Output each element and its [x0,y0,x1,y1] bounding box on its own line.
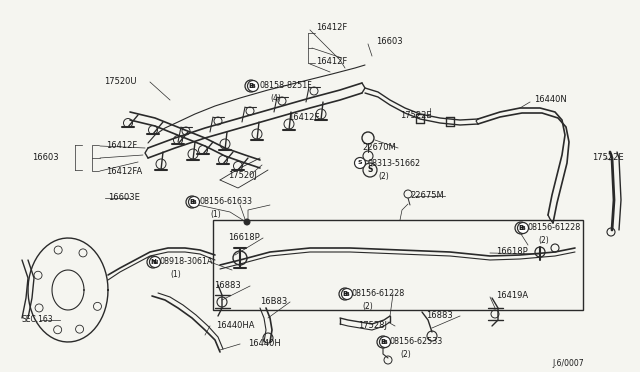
Text: 16412F: 16412F [106,141,137,150]
Text: (4): (4) [270,94,281,103]
Text: 08156-61228: 08156-61228 [352,289,405,298]
Text: 16412F: 16412F [316,23,348,32]
Text: B: B [248,83,253,89]
Text: 17528J: 17528J [358,321,387,330]
Text: (2): (2) [378,171,388,180]
Text: 16603E: 16603E [108,193,140,202]
Text: N: N [150,259,156,265]
Text: 16618P: 16618P [228,234,260,243]
Circle shape [244,219,250,225]
Text: 16440H: 16440H [248,340,281,349]
Text: 16603: 16603 [32,154,59,163]
Text: 22675M: 22675M [410,192,444,201]
Bar [213,220,583,310]
Text: B: B [518,225,524,231]
Text: B: B [344,292,349,296]
Text: B: B [383,340,387,344]
Text: S: S [358,160,362,166]
Text: B: B [189,199,195,205]
Text: 17522E: 17522E [592,154,623,163]
Text: 16883: 16883 [214,282,241,291]
Text: 16603: 16603 [376,38,403,46]
Circle shape [150,257,161,267]
Text: 16412F: 16412F [316,58,348,67]
Text: 08158-8251F: 08158-8251F [260,81,313,90]
Text: 16440HA: 16440HA [216,321,255,330]
Text: B: B [342,291,348,297]
Text: B: B [380,339,386,345]
Circle shape [189,196,200,208]
Text: 17520U: 17520U [104,77,136,87]
Text: (2): (2) [400,350,411,359]
Text: 08156-61228: 08156-61228 [528,224,581,232]
Text: 22670M: 22670M [362,144,396,153]
Text: (2): (2) [538,237,548,246]
Text: B: B [191,199,196,205]
Text: (1): (1) [170,270,180,279]
Text: 08156-62533: 08156-62533 [390,337,444,346]
Text: (2): (2) [362,302,372,311]
Text: 08313-51662: 08313-51662 [368,158,421,167]
Text: 16412FA: 16412FA [106,167,142,176]
Circle shape [355,157,365,169]
Text: (1): (1) [210,211,221,219]
Text: N: N [152,260,157,264]
Circle shape [380,337,390,347]
Text: 16883: 16883 [426,311,452,321]
Text: 17520J: 17520J [228,170,257,180]
Text: SEC.163: SEC.163 [22,315,54,324]
Circle shape [342,289,353,299]
Text: 16B83: 16B83 [260,298,287,307]
Text: B: B [251,83,255,89]
Text: S: S [367,166,372,174]
Text: 08156-61633: 08156-61633 [200,198,253,206]
Circle shape [518,222,529,234]
Text: 16440N: 16440N [534,96,567,105]
Text: 16412E: 16412E [288,113,319,122]
Text: 17522E: 17522E [400,112,431,121]
Text: 16618P: 16618P [496,247,528,257]
Text: 16419A: 16419A [496,292,528,301]
Text: B: B [520,225,525,231]
Text: J.6/0007: J.6/0007 [552,359,584,369]
Circle shape [248,80,259,92]
Text: 08918-3061A: 08918-3061A [160,257,214,266]
